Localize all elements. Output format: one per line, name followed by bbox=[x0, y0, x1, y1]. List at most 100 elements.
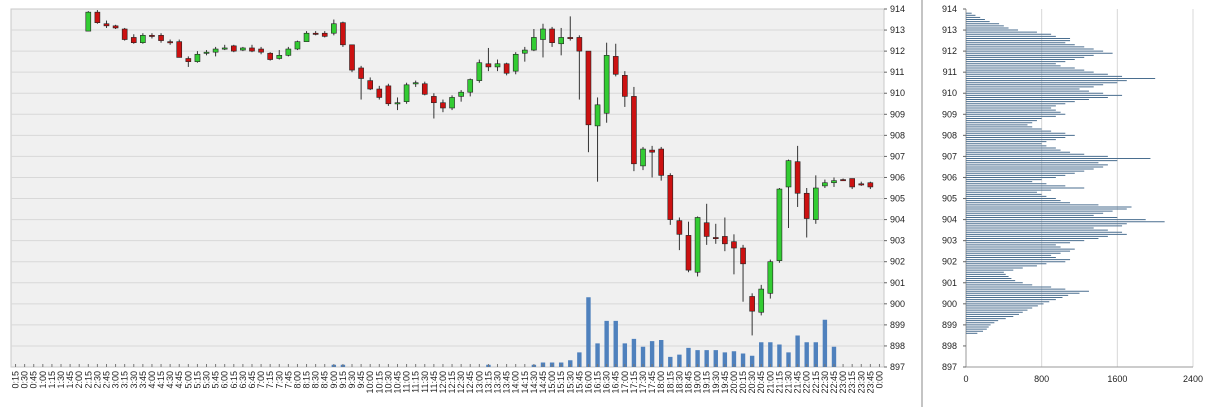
candle-down bbox=[749, 296, 755, 312]
time-tick-label: 13:00 bbox=[474, 371, 484, 394]
time-tick-label: 1:00 bbox=[38, 371, 48, 389]
time-tick-label: 5:30 bbox=[202, 371, 212, 389]
price-tick-label: 897 bbox=[890, 362, 905, 372]
time-tick-label: 20:45 bbox=[756, 371, 766, 394]
candle-up bbox=[412, 82, 419, 85]
candle-up bbox=[822, 182, 828, 187]
volume-bar bbox=[586, 297, 591, 367]
candle-down bbox=[840, 179, 846, 182]
volume-bar bbox=[740, 353, 746, 367]
time-tick-label: 4:30 bbox=[165, 371, 175, 389]
time-tick-label: 10:30 bbox=[383, 371, 393, 394]
time-tick-label: 15:30 bbox=[565, 371, 575, 394]
price-tick-label: 900 bbox=[890, 299, 905, 309]
candle-down bbox=[321, 32, 328, 37]
time-tick-label: 3:00 bbox=[111, 371, 121, 389]
time-tick-label: 2:45 bbox=[101, 371, 111, 389]
time-tick-label: 23:45 bbox=[865, 371, 875, 394]
time-tick-label: 6:15 bbox=[229, 371, 239, 389]
candle-up bbox=[521, 49, 528, 54]
time-tick-label: 17:30 bbox=[638, 371, 648, 394]
price-tick-label: 914 bbox=[890, 4, 905, 14]
profile-price-tick-label: 912 bbox=[942, 46, 957, 56]
time-tick-label: 9:15 bbox=[338, 371, 348, 389]
time-tick-label: 13:15 bbox=[483, 371, 493, 394]
volume-bar bbox=[749, 355, 755, 367]
candle-down bbox=[631, 96, 637, 165]
candle-down bbox=[130, 37, 137, 43]
price-tick-label: 912 bbox=[890, 46, 905, 56]
volume-bar bbox=[677, 354, 682, 367]
candle-down bbox=[567, 37, 574, 39]
profile-price-tick-label: 907 bbox=[942, 151, 957, 161]
time-tick-label: 23:30 bbox=[856, 371, 866, 394]
time-tick-label: 22:30 bbox=[820, 371, 830, 394]
time-tick-label: 21:45 bbox=[793, 371, 803, 394]
profile-price-tick-label: 910 bbox=[942, 88, 957, 98]
volume-bar bbox=[822, 319, 828, 367]
time-tick-label: 12:00 bbox=[438, 371, 448, 394]
candle-up bbox=[276, 55, 283, 59]
candle-down bbox=[867, 182, 874, 188]
profile-volume-axis: 0 800 1600 2400 bbox=[963, 366, 1203, 384]
time-tick-label: 20:15 bbox=[738, 371, 748, 394]
volume-profile-bars bbox=[966, 12, 1165, 334]
candle-up bbox=[394, 102, 401, 105]
time-tick-label: 16:15 bbox=[593, 371, 603, 394]
candle-down bbox=[349, 44, 355, 71]
volume-bar bbox=[786, 352, 791, 367]
time-axis: 0:15 0:30 0:45 1:00 1:15 1:30 1:45 2:00 2:15 2:30… bbox=[11, 364, 884, 394]
main-plot-area bbox=[10, 8, 885, 368]
time-tick-label: 7:30 bbox=[274, 371, 284, 389]
time-tick-label: 2:15 bbox=[83, 371, 93, 389]
candle-up bbox=[694, 217, 701, 273]
candle-down bbox=[112, 25, 119, 29]
time-tick-label: 11:00 bbox=[402, 371, 412, 393]
volume-bar bbox=[831, 346, 837, 367]
time-tick-label: 21:00 bbox=[765, 371, 775, 394]
time-tick-label: 11:15 bbox=[411, 371, 421, 393]
candle-down bbox=[794, 161, 801, 194]
volume-bar bbox=[622, 343, 628, 367]
candle-down bbox=[103, 23, 110, 27]
candle-down bbox=[803, 192, 810, 219]
candle-down bbox=[340, 22, 346, 46]
time-tick-label: 1:15 bbox=[47, 371, 57, 389]
candle-up bbox=[194, 53, 201, 62]
candle-down bbox=[585, 50, 592, 126]
candle-up bbox=[449, 97, 455, 109]
candle-up bbox=[221, 47, 228, 50]
candle-up bbox=[758, 288, 765, 313]
candle-up bbox=[594, 104, 601, 127]
candle-down bbox=[649, 149, 655, 153]
candle-down bbox=[503, 63, 510, 74]
time-tick-label: 11:45 bbox=[429, 371, 439, 393]
volume-bar bbox=[649, 341, 655, 367]
price-tick-label: 913 bbox=[890, 25, 905, 35]
time-tick-label: 19:45 bbox=[720, 371, 730, 394]
candle-down bbox=[849, 178, 855, 188]
volume-bar bbox=[659, 340, 664, 367]
candle-up bbox=[785, 160, 792, 188]
volume-bar bbox=[731, 351, 737, 367]
time-tick-label: 14:30 bbox=[529, 371, 539, 394]
time-tick-label: 14:45 bbox=[538, 371, 548, 394]
candle-down bbox=[312, 32, 319, 35]
candle-down bbox=[167, 41, 173, 44]
time-tick-label: 12:15 bbox=[447, 371, 457, 394]
candle-down bbox=[158, 35, 164, 41]
time-tick-label: 16:00 bbox=[583, 371, 593, 394]
price-tick-label: 911 bbox=[890, 67, 904, 77]
price-tick-label: 905 bbox=[890, 194, 905, 204]
time-tick-label: 14:15 bbox=[520, 371, 530, 394]
price-tick-label: 901 bbox=[890, 278, 905, 288]
profile-price-tick-label: 902 bbox=[942, 257, 957, 267]
time-tick-label: 9:45 bbox=[356, 371, 366, 389]
candle-down bbox=[612, 56, 619, 75]
candle-down bbox=[385, 85, 392, 105]
candle-down bbox=[440, 102, 446, 109]
time-tick-label: 8:45 bbox=[320, 371, 330, 389]
time-tick-label: 3:15 bbox=[120, 371, 130, 389]
time-tick-label: 6:45 bbox=[247, 371, 257, 389]
